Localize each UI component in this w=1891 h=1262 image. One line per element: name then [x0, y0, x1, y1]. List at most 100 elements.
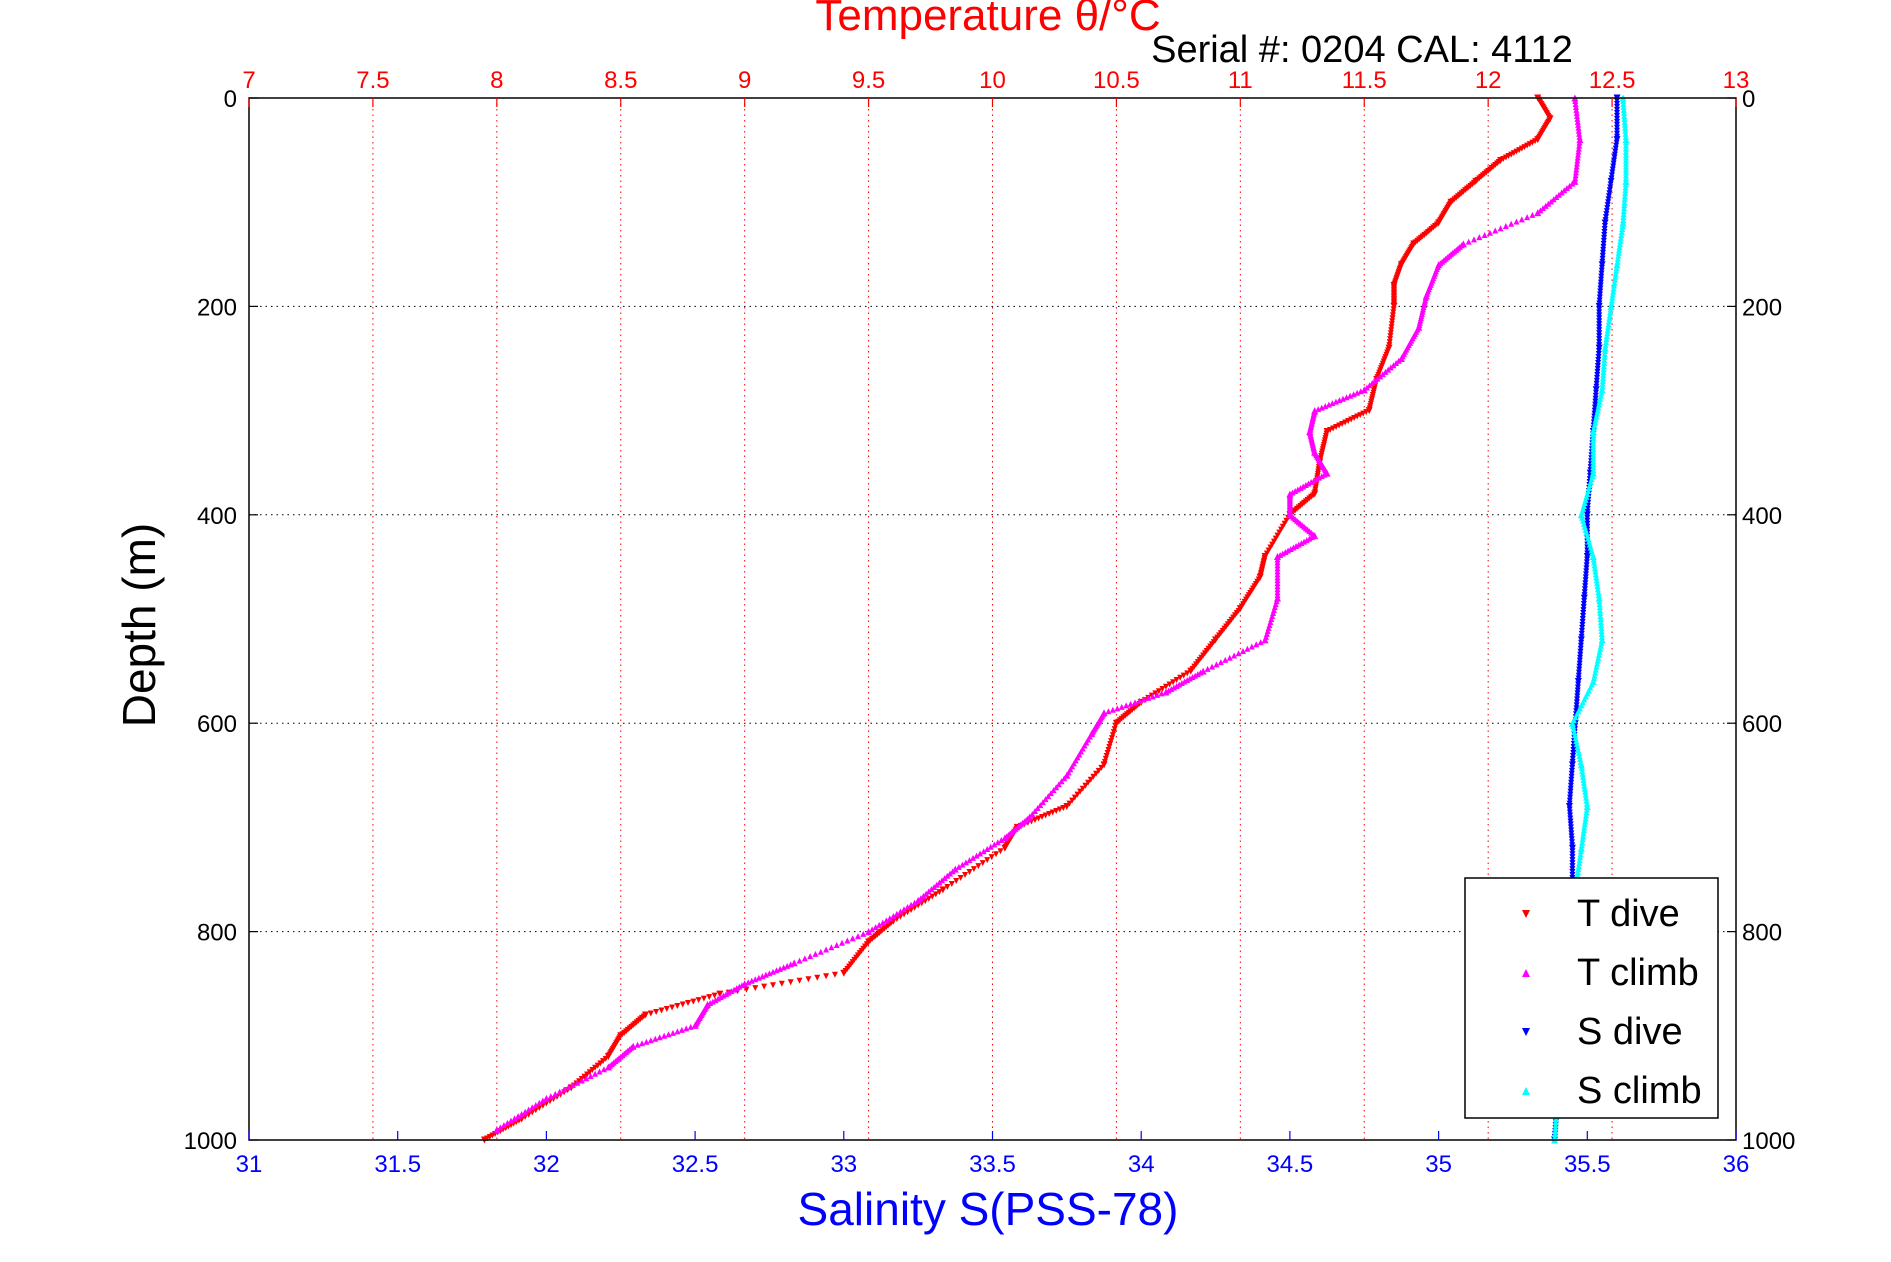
data-point — [1136, 697, 1143, 704]
data-point — [762, 971, 769, 978]
data-point — [872, 924, 879, 931]
data-point — [1614, 258, 1621, 265]
data-point — [1508, 220, 1515, 227]
data-points — [480, 94, 1630, 1144]
data-point — [812, 950, 819, 957]
data-point — [1031, 808, 1038, 815]
data-point — [1605, 324, 1612, 331]
data-point — [1570, 726, 1577, 733]
data-point — [700, 995, 707, 1002]
data-point — [1576, 857, 1583, 864]
data-point — [777, 965, 784, 972]
data-point — [683, 1025, 690, 1032]
data-point — [1395, 357, 1402, 364]
data-point — [1601, 344, 1609, 352]
data-point — [525, 1106, 532, 1113]
data-point — [1332, 398, 1339, 405]
data-point — [1574, 115, 1581, 122]
data-point — [1591, 672, 1598, 679]
data-point — [1481, 231, 1488, 238]
data-point — [1226, 654, 1233, 661]
data-point — [1576, 136, 1584, 144]
data-point — [1552, 1125, 1559, 1132]
data-point — [787, 979, 794, 986]
data-point — [1385, 366, 1392, 373]
data-point — [1045, 793, 1052, 800]
data-point — [941, 875, 948, 882]
salinity-tick-label: 36 — [1723, 1151, 1750, 1178]
data-point — [890, 912, 897, 919]
data-point — [1566, 182, 1573, 189]
data-point — [507, 1117, 514, 1124]
data-point — [1248, 643, 1255, 650]
data-point — [860, 930, 867, 937]
data-point — [1622, 130, 1629, 137]
data-point — [1592, 666, 1599, 673]
data-point — [1360, 386, 1368, 394]
data-point — [1154, 691, 1161, 698]
data-point — [748, 977, 755, 984]
data-point — [1552, 1119, 1559, 1126]
data-point — [1618, 231, 1625, 238]
data-point — [1583, 794, 1590, 801]
data-point — [1253, 641, 1260, 648]
data-point — [1001, 844, 1009, 852]
data-point — [1127, 700, 1134, 707]
legend-marker — [1522, 1087, 1530, 1095]
data-point — [1594, 660, 1601, 667]
data-point — [1552, 1128, 1559, 1135]
data-point — [1572, 169, 1579, 176]
data-point — [1601, 351, 1608, 358]
axis-ticks: 7 7.5 8 8.5 9 9.5 10 10.5 11 11.5 12 12.5 13 31 31.5 32… — [184, 67, 1796, 1178]
data-point — [796, 977, 803, 984]
data-point — [1595, 594, 1603, 602]
data-point — [966, 869, 973, 876]
data-point — [1617, 237, 1624, 244]
data-point — [1577, 848, 1584, 855]
data-point — [515, 1113, 522, 1120]
data-point — [1594, 586, 1601, 593]
data-point — [854, 933, 861, 940]
depth-axis-title: Depth (m) — [113, 523, 165, 727]
data-point — [1465, 238, 1472, 245]
data-point — [500, 1122, 507, 1129]
data-point — [1061, 775, 1068, 782]
data-point — [805, 976, 812, 983]
data-point — [690, 998, 697, 1005]
data-point — [604, 1063, 612, 1071]
data-point — [1610, 288, 1617, 295]
data-point — [939, 877, 946, 884]
data-point — [1343, 394, 1350, 401]
data-point — [1612, 270, 1619, 277]
data-point — [1204, 665, 1211, 672]
data-point — [1598, 636, 1606, 644]
data-point — [1561, 187, 1568, 194]
data-point — [1593, 577, 1600, 584]
data-point — [1569, 180, 1576, 187]
data-point — [1162, 683, 1169, 690]
data-point — [1573, 163, 1580, 170]
data-point — [1322, 403, 1329, 410]
data-point — [796, 957, 803, 964]
legend-marker — [1522, 969, 1530, 977]
data-point — [1366, 382, 1373, 389]
data-point — [1575, 749, 1582, 756]
data-point — [1576, 860, 1583, 867]
data-point — [665, 1031, 672, 1038]
data-point — [1579, 836, 1586, 843]
temperature-tick-label: 11 — [1228, 67, 1253, 94]
data-point — [923, 890, 930, 897]
depth-tick-label-right: 200 — [1742, 294, 1782, 321]
data-point — [1063, 803, 1071, 811]
data-point — [1616, 246, 1623, 253]
data-point — [661, 1032, 668, 1039]
salinity-tick-label: 32 — [533, 1151, 560, 1178]
data-point — [849, 935, 856, 942]
data-point — [962, 859, 969, 866]
data-point — [828, 944, 835, 951]
data-point — [1325, 401, 1332, 408]
data-point — [1597, 645, 1604, 652]
data-point — [1608, 300, 1615, 307]
data-point — [1615, 249, 1622, 256]
data-point — [1617, 234, 1624, 241]
